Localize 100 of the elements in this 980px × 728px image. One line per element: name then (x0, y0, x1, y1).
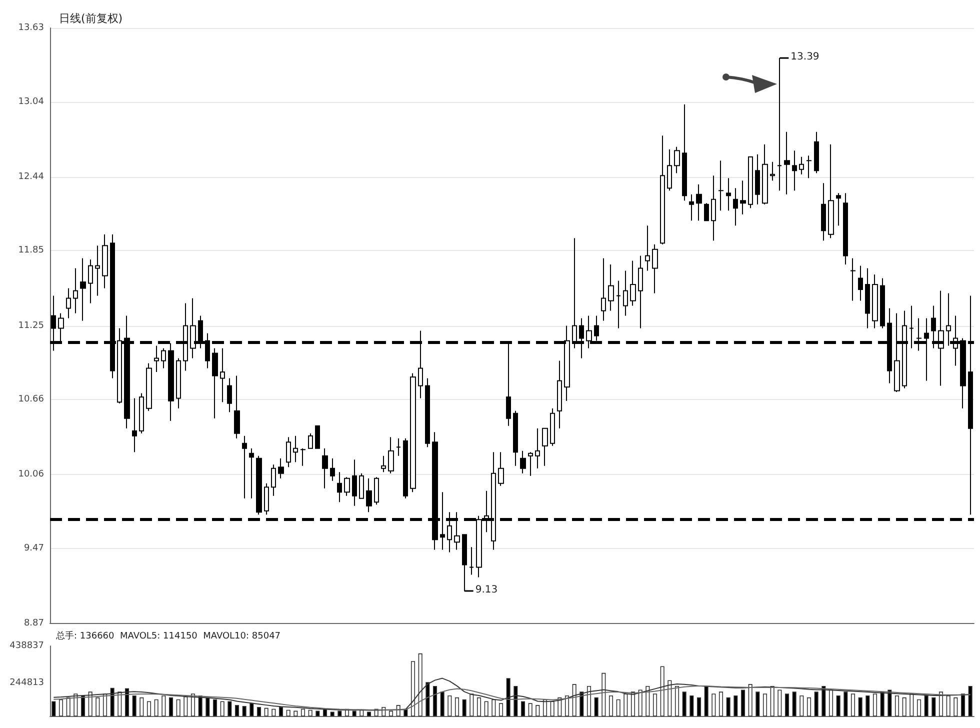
text: 总手: 136660 MAVOL5: 114150 MAVOL10: 85047 (55, 630, 281, 642)
candlestick (520, 450, 526, 474)
candlestick (80, 258, 86, 322)
chart-title: 日线(前复权) (59, 12, 123, 25)
candlestick (513, 410, 518, 466)
candlestick (733, 188, 738, 226)
candlestick (227, 378, 232, 413)
annotation: 13.39 (790, 52, 820, 63)
candlestick (843, 192, 848, 265)
candlestick (220, 348, 225, 403)
candlestick (293, 435, 298, 463)
candlestick (696, 184, 702, 222)
candlestick (381, 455, 386, 473)
candlestick (711, 175, 716, 242)
candlestick (95, 245, 100, 296)
candlestick (909, 305, 914, 349)
candlestick (821, 182, 826, 242)
candlestick (557, 360, 562, 429)
y-tick-label: 10.06 (18, 470, 44, 480)
candlestick (608, 264, 614, 312)
y-tick-label: 11.85 (18, 246, 44, 256)
candlestick (176, 358, 181, 409)
candlestick (330, 458, 335, 482)
candlestick (249, 448, 254, 499)
candlestick (535, 428, 540, 469)
candlestick (748, 156, 753, 209)
candlestick (73, 268, 78, 314)
candlestick (88, 258, 93, 304)
candlestick (440, 492, 445, 550)
y-tick-label: 244813 (10, 678, 44, 688)
candlestick (601, 258, 606, 322)
candlestick (880, 278, 885, 329)
candlestick (865, 268, 870, 329)
candlestick (425, 378, 430, 448)
candlestick (630, 260, 636, 306)
candlestick (256, 455, 262, 516)
y-tick-label: 11.25 (18, 320, 44, 331)
candlestick (498, 452, 504, 486)
candlestick (528, 452, 533, 476)
candlestick (550, 408, 555, 446)
candlestick (139, 392, 144, 434)
y-tick-label: 438837 (10, 641, 44, 651)
candlestick (872, 274, 878, 329)
candlestick (264, 482, 269, 516)
annotation: 9.13 (475, 584, 498, 596)
y-tick-label: 12.44 (18, 172, 44, 182)
candlestick (161, 348, 166, 369)
candlestick (154, 345, 159, 373)
candlestick (278, 458, 284, 479)
candlestick (674, 146, 680, 174)
candlestick (645, 225, 650, 272)
candlestick (828, 144, 834, 239)
candlestick (300, 448, 306, 466)
line-series (53, 685, 971, 710)
candlestick (388, 436, 394, 474)
candlestick (652, 244, 658, 294)
candlestick (814, 131, 819, 174)
candlestick (850, 258, 856, 302)
candlestick (469, 546, 474, 576)
candlestick (726, 178, 731, 212)
y-tick-label: 13.63 (18, 23, 44, 33)
y-tick-label: 8.87 (24, 618, 44, 628)
candlestick (315, 425, 320, 449)
candlestick (542, 428, 548, 466)
candlestick (667, 148, 672, 192)
candlestick (234, 375, 240, 439)
candlestick (638, 255, 643, 329)
candlestick (366, 478, 372, 513)
candlestick (337, 472, 342, 503)
candlestick (836, 192, 841, 226)
candlestick (660, 135, 665, 245)
candlestick (858, 265, 863, 302)
candlestick (322, 448, 328, 489)
candlestick (792, 150, 797, 192)
candlestick (352, 459, 357, 506)
candlestick (286, 436, 291, 468)
candlestick (212, 348, 218, 419)
candlestick (146, 362, 152, 412)
candlestick (682, 104, 687, 202)
candlestick (762, 144, 768, 205)
candlestick (770, 161, 775, 182)
y-tick-label: 10.66 (18, 394, 44, 405)
candlestick (271, 464, 276, 496)
candlestick (740, 180, 746, 215)
y-tick-label: 9.47 (24, 543, 44, 554)
candlestick (242, 435, 247, 499)
candlestick (616, 280, 621, 329)
candlestick (66, 288, 71, 319)
candlestick (623, 270, 628, 316)
candlestick (689, 194, 694, 222)
candlestick (784, 131, 790, 195)
candlestick (344, 476, 350, 496)
candlestick (799, 156, 804, 175)
candlestick (704, 202, 709, 222)
candlestick (806, 155, 812, 179)
candlestick (102, 234, 108, 289)
y-tick-label: 13.04 (18, 96, 44, 107)
candlestick (308, 432, 313, 449)
candlestick (410, 372, 416, 493)
candlestick (374, 476, 379, 506)
